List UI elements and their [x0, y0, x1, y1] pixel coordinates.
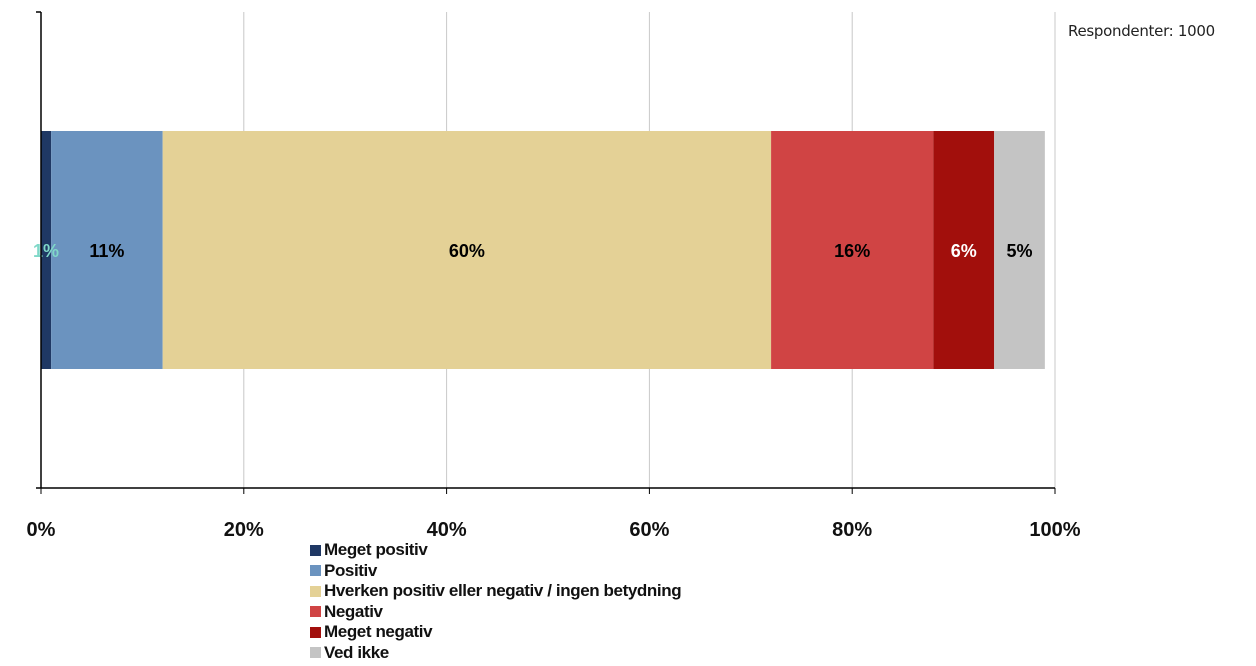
legend-label: Hverken positiv eller negativ / ingen be… [324, 581, 682, 601]
x-tick-label: 40% [427, 519, 467, 541]
bar-segment [994, 131, 1045, 369]
data-label: 1% [33, 241, 59, 261]
legend-swatch [310, 647, 321, 659]
legend-item: Positiv [310, 561, 681, 582]
x-tick-label: 20% [224, 519, 264, 541]
bar-segments [41, 131, 1045, 369]
legend-swatch [310, 565, 321, 577]
x-tick-labels: 0% 20% 40% 60% 80% 100% [27, 519, 1081, 541]
respondents-count: Respondenter: 1000 [1068, 22, 1215, 40]
legend-label: Ved ikke [324, 642, 389, 662]
legend-item: Negativ [310, 602, 681, 623]
legend-label: Meget positiv [324, 540, 428, 560]
legend-swatch [310, 544, 321, 556]
data-labels: 1% 11% 60% 16% 6% 5% [33, 241, 1032, 261]
legend-item: Meget positiv [310, 540, 681, 561]
legend-label: Meget negativ [324, 622, 433, 642]
bar-segment [162, 131, 772, 369]
legend-label: Positiv [324, 560, 377, 580]
data-label: 6% [951, 241, 977, 261]
data-label: 60% [449, 241, 485, 261]
bar-segment [41, 131, 52, 369]
x-tick-label: 60% [629, 519, 669, 541]
axes [36, 11, 1056, 494]
legend-item: Ved ikke [310, 643, 681, 664]
data-label: 5% [1007, 241, 1033, 261]
legend-item: Meget negativ [310, 622, 681, 643]
x-tick-label: 0% [27, 519, 56, 541]
data-label: 16% [834, 241, 870, 261]
bar-segment [51, 131, 163, 369]
bar-segment [933, 131, 995, 369]
legend-swatch [310, 585, 321, 597]
legend-label: Negativ [324, 601, 383, 621]
x-tick-label: 80% [832, 519, 872, 541]
legend-swatch [310, 606, 321, 618]
legend: Meget positiv Positiv Hverken positiv elle… [310, 540, 682, 664]
bar-segment [771, 131, 934, 369]
legend-item: Hverken positiv eller negativ / ingen be… [310, 581, 682, 602]
x-tick-label: 100% [1029, 519, 1080, 541]
data-label: 11% [89, 241, 124, 261]
legend-swatch [310, 626, 321, 638]
